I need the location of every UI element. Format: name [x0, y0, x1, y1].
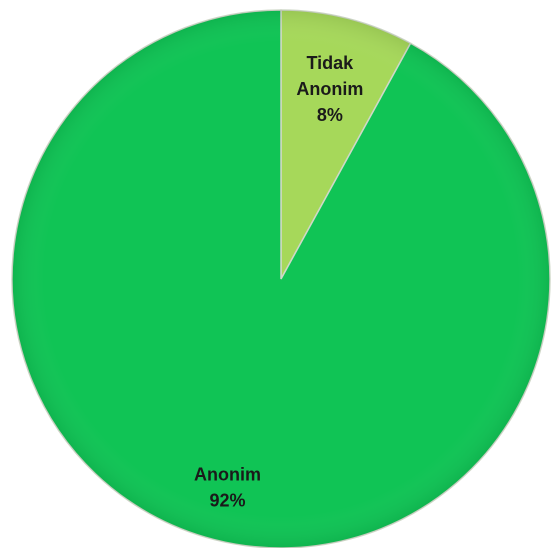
pie-slices	[11, 9, 551, 548]
data-label-tidak-anonim: Tidak Anonim 8%	[296, 53, 363, 125]
data-label-anonim: Anonim 92%	[194, 464, 261, 510]
pie-slice-anonim	[11, 9, 551, 548]
pie-data-labels: Tidak Anonim 8% Anonim 92%	[194, 53, 363, 511]
